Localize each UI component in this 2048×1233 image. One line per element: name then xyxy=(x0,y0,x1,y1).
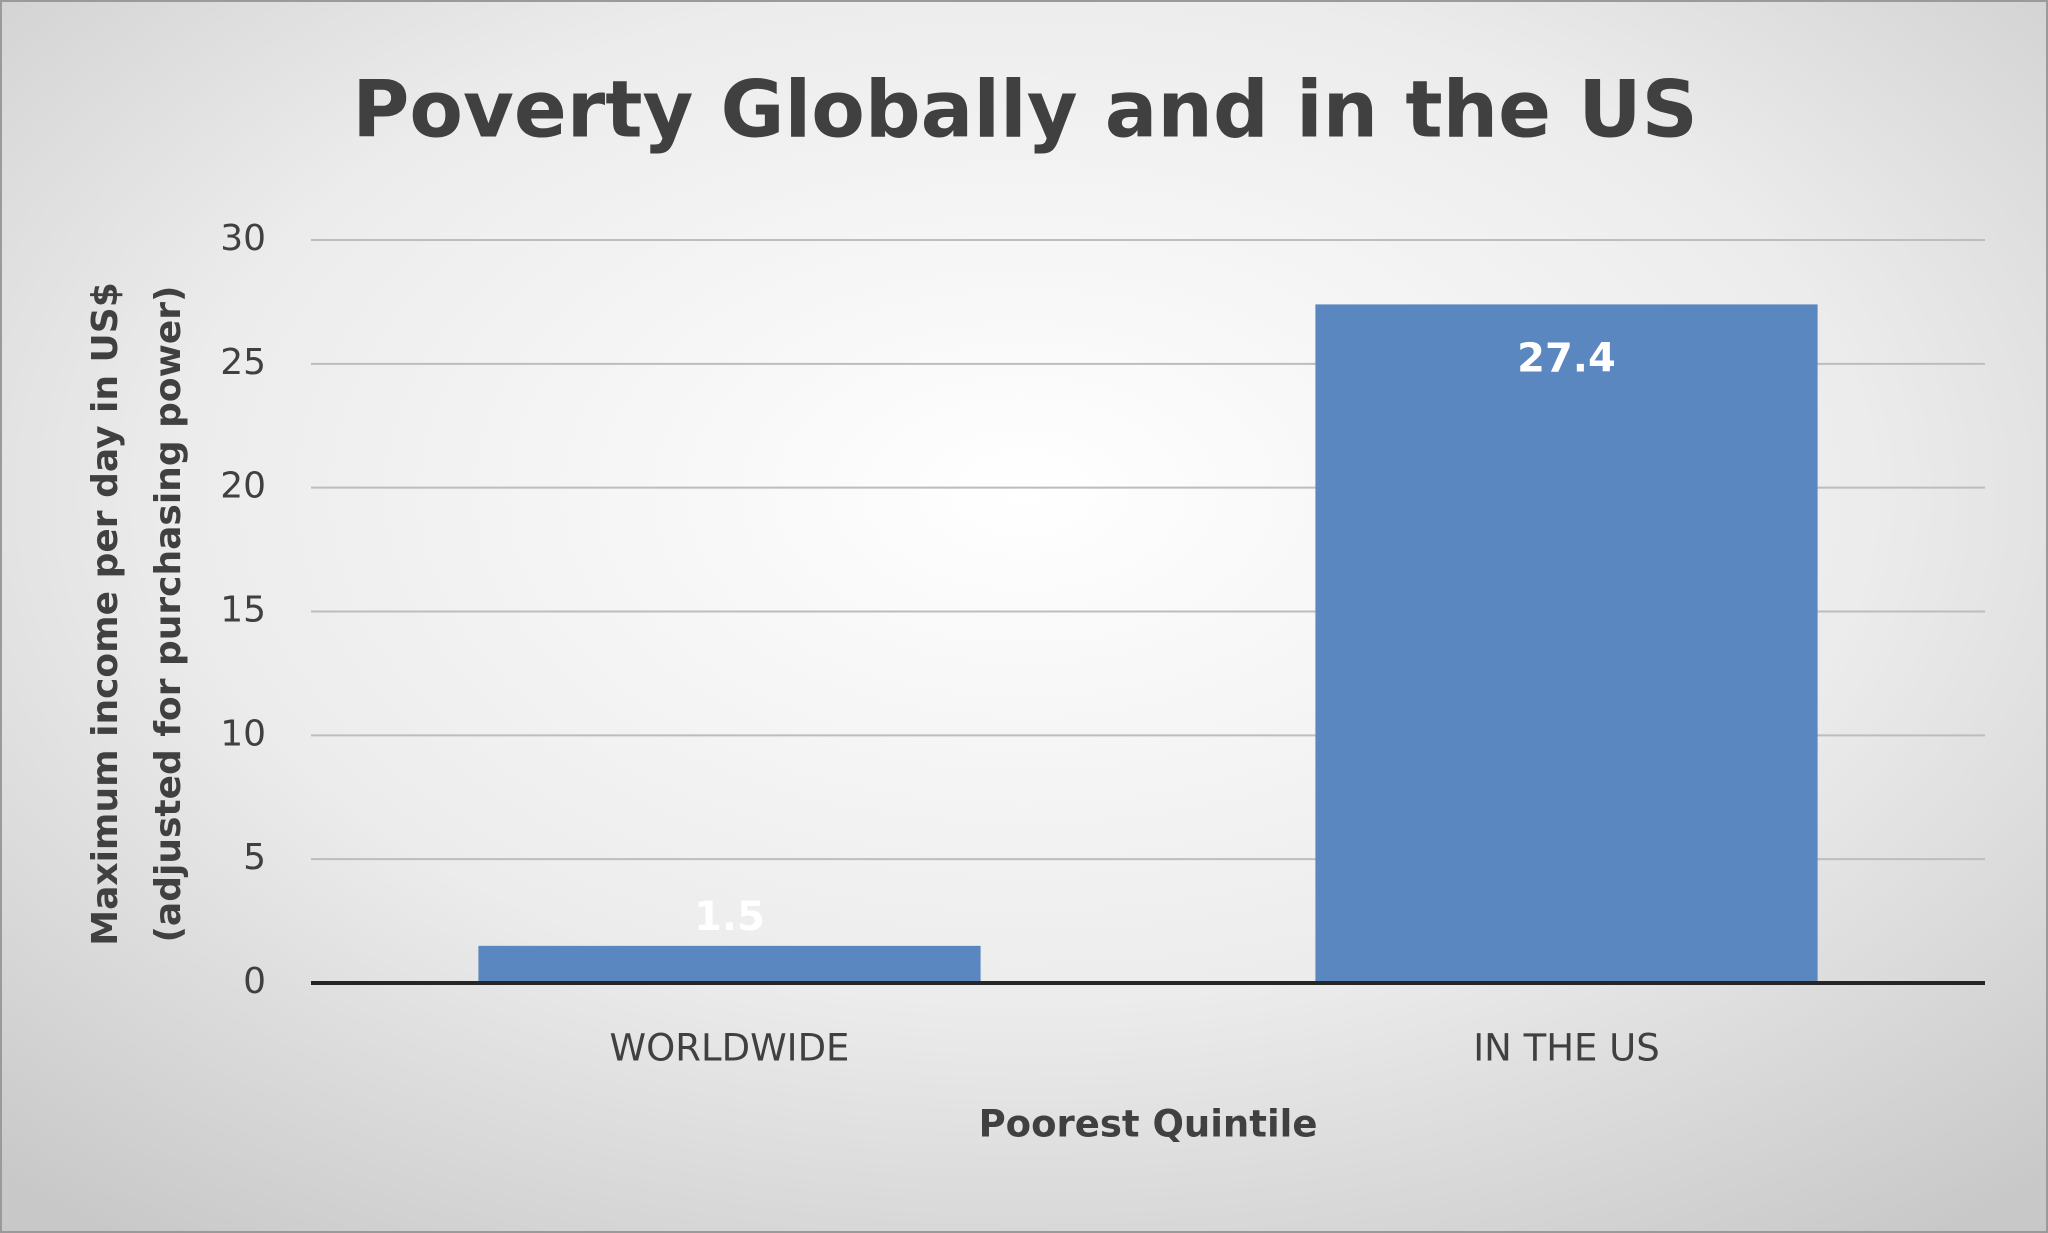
data-label: 1.5 xyxy=(694,894,765,940)
x-tick-label: WORLDWIDE xyxy=(610,1027,850,1070)
y-tick-label: 10 xyxy=(220,713,266,754)
y-tick-label: 15 xyxy=(220,590,266,631)
y-tick-label: 0 xyxy=(243,961,266,1002)
chart-title: Poverty Globally and in the US xyxy=(352,65,1698,155)
y-axis-title: Maximum income per day in US$ xyxy=(85,282,126,946)
y-tick-label: 20 xyxy=(220,466,266,507)
x-tick-label: IN THE US xyxy=(1473,1027,1659,1070)
y-tick-label: 30 xyxy=(220,218,266,259)
y-tick-label: 25 xyxy=(220,342,266,383)
marks-layer xyxy=(478,304,1818,984)
bar xyxy=(478,945,981,983)
x-axis-title: Poorest Quintile xyxy=(979,1103,1318,1146)
y-axis-title: (adjusted for purchasing power) xyxy=(148,285,189,942)
y-tick-label: 5 xyxy=(243,837,266,878)
bar xyxy=(1315,304,1818,984)
data-label: 27.4 xyxy=(1517,335,1616,381)
